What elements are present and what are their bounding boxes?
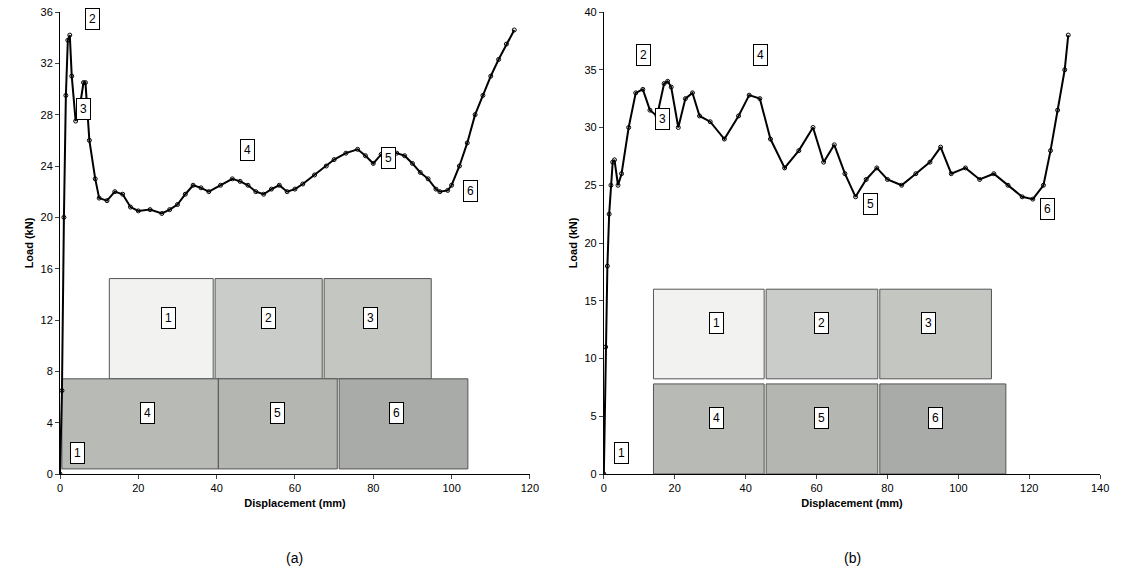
- svg-text:100: 100: [442, 482, 460, 494]
- svg-text:60: 60: [810, 482, 822, 494]
- svg-text:4: 4: [47, 417, 53, 429]
- svg-text:1: 1: [74, 446, 81, 460]
- svg-text:6: 6: [932, 411, 939, 425]
- svg-text:35: 35: [584, 64, 596, 76]
- svg-text:12: 12: [41, 314, 53, 326]
- svg-text:3: 3: [80, 102, 87, 116]
- svg-text:28: 28: [41, 109, 53, 121]
- svg-text:30: 30: [584, 121, 596, 133]
- svg-text:6: 6: [393, 406, 400, 420]
- svg-text:4: 4: [713, 411, 720, 425]
- svg-text:5: 5: [818, 411, 825, 425]
- svg-text:24: 24: [41, 160, 53, 172]
- svg-text:40: 40: [740, 482, 752, 494]
- svg-text:80: 80: [881, 482, 893, 494]
- svg-text:16: 16: [41, 263, 53, 275]
- svg-text:100: 100: [949, 482, 967, 494]
- svg-text:20: 20: [584, 237, 596, 249]
- svg-text:3: 3: [659, 112, 666, 126]
- svg-text:Displacement (mm): Displacement (mm): [801, 497, 903, 509]
- svg-text:120: 120: [521, 482, 539, 494]
- svg-text:8: 8: [47, 365, 53, 377]
- svg-text:6: 6: [1044, 202, 1051, 216]
- svg-text:5: 5: [591, 410, 597, 422]
- svg-text:4: 4: [244, 143, 251, 157]
- svg-text:120: 120: [1020, 482, 1038, 494]
- svg-text:2: 2: [818, 316, 825, 330]
- svg-text:5: 5: [274, 406, 281, 420]
- svg-text:1: 1: [618, 446, 625, 460]
- svg-text:20: 20: [132, 482, 144, 494]
- svg-text:10: 10: [584, 352, 596, 364]
- svg-text:2: 2: [265, 311, 272, 325]
- svg-text:(b): (b): [844, 550, 861, 566]
- svg-text:25: 25: [584, 179, 596, 191]
- svg-text:(a): (a): [286, 550, 303, 566]
- svg-text:40: 40: [211, 482, 223, 494]
- svg-text:Displacement (mm): Displacement (mm): [244, 497, 346, 509]
- svg-text:4: 4: [144, 406, 151, 420]
- svg-text:0: 0: [591, 468, 597, 480]
- svg-text:Load (kN): Load (kN): [23, 217, 35, 268]
- svg-text:20: 20: [669, 482, 681, 494]
- svg-text:80: 80: [367, 482, 379, 494]
- svg-text:1: 1: [165, 311, 172, 325]
- svg-text:5: 5: [385, 151, 392, 165]
- svg-text:36: 36: [41, 6, 53, 18]
- svg-text:Load (kN): Load (kN): [567, 217, 579, 268]
- svg-text:2: 2: [640, 48, 647, 62]
- svg-text:20: 20: [41, 211, 53, 223]
- svg-text:0: 0: [57, 482, 63, 494]
- svg-text:140: 140: [1091, 482, 1109, 494]
- svg-text:40: 40: [584, 6, 596, 18]
- svg-text:2: 2: [89, 12, 96, 26]
- svg-text:3: 3: [367, 311, 374, 325]
- svg-text:0: 0: [47, 468, 53, 480]
- svg-text:15: 15: [584, 295, 596, 307]
- svg-text:4: 4: [757, 48, 764, 62]
- svg-text:0: 0: [601, 482, 607, 494]
- svg-text:6: 6: [467, 184, 474, 198]
- svg-text:3: 3: [925, 316, 932, 330]
- svg-text:60: 60: [289, 482, 301, 494]
- svg-text:5: 5: [867, 197, 874, 211]
- svg-text:1: 1: [713, 316, 720, 330]
- svg-text:32: 32: [41, 57, 53, 69]
